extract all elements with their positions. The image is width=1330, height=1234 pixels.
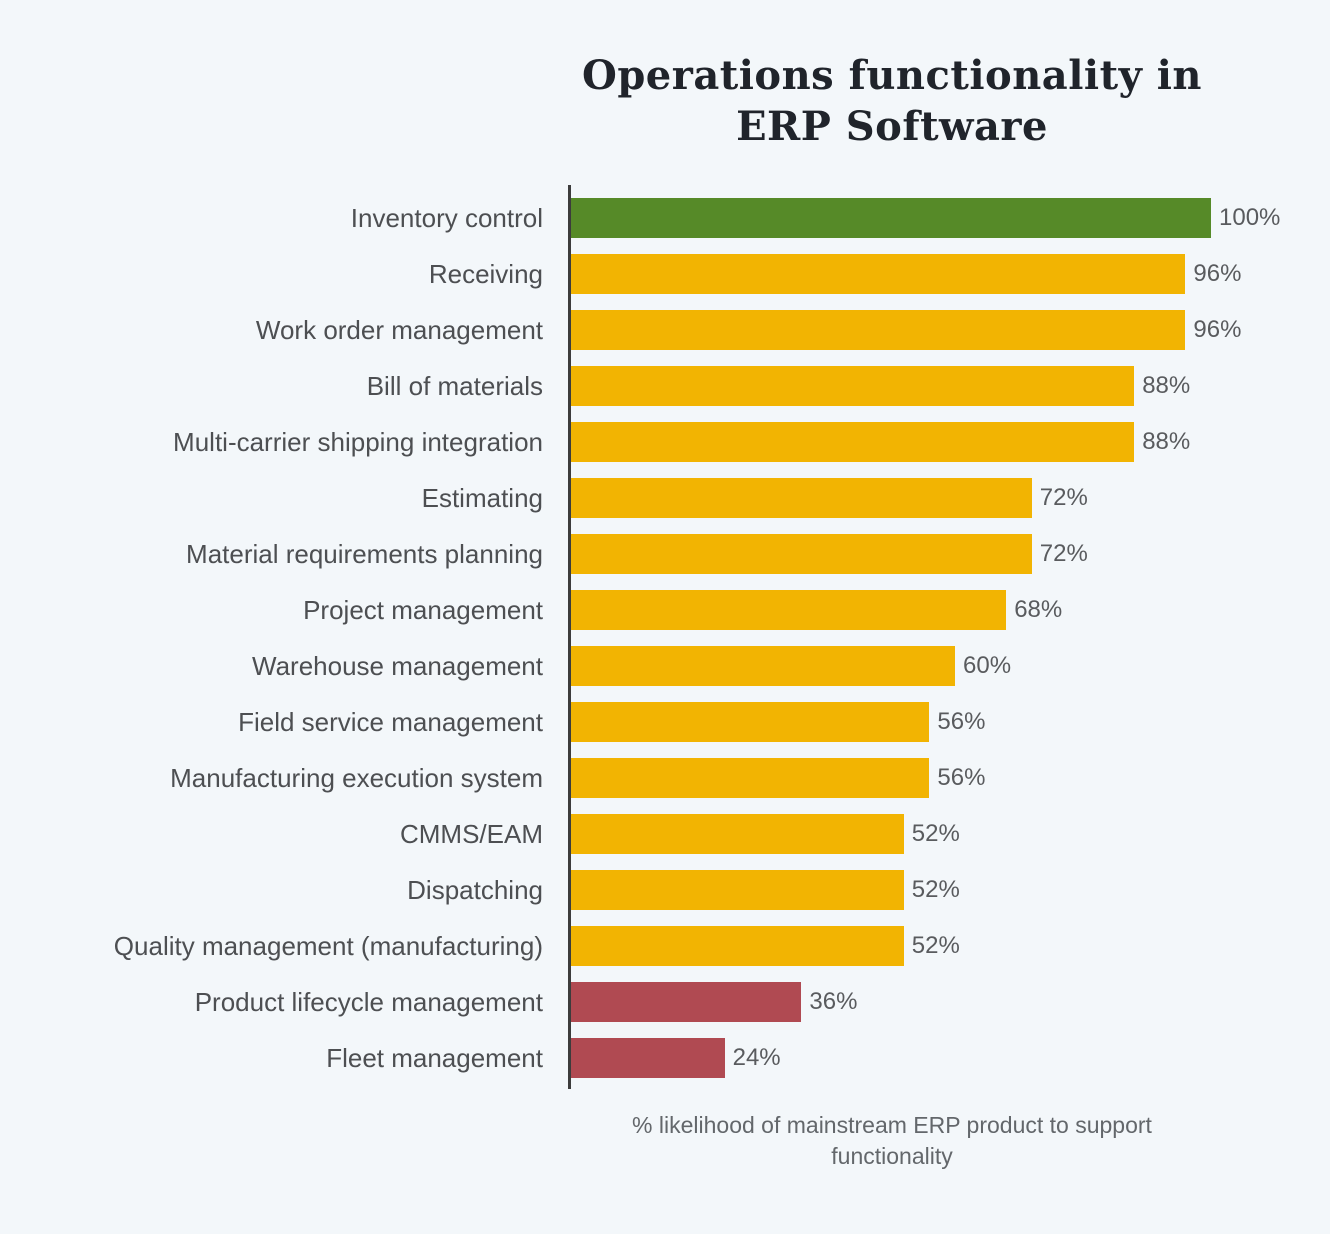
bar <box>571 366 1135 406</box>
category-label: Manufacturing execution system <box>170 762 543 793</box>
category-label: Product lifecycle management <box>194 986 543 1017</box>
bar-track: 100% <box>571 198 1280 238</box>
bar-row: CMMS/EAM 52% <box>0 806 1330 862</box>
bar-row: Project management 68% <box>0 582 1330 638</box>
bar-track: 88% <box>571 422 1211 462</box>
category-label: Estimating <box>421 482 543 513</box>
bar-track: 52% <box>571 814 1211 854</box>
bar <box>571 926 904 966</box>
bar-row: Product lifecycle management 36% <box>0 974 1330 1030</box>
bar-row: Bill of materials 88% <box>0 358 1330 414</box>
category-label: Field service management <box>238 706 543 737</box>
value-label: 36% <box>809 988 858 1015</box>
category-label: CMMS/EAM <box>400 818 543 849</box>
bar <box>571 310 1186 350</box>
bar-row: Receiving 96% <box>0 246 1330 302</box>
bar <box>571 422 1135 462</box>
y-axis-line <box>568 185 571 1089</box>
bar <box>571 702 930 742</box>
bar-track: 72% <box>571 534 1211 574</box>
bar-row: Dispatching 52% <box>0 862 1330 918</box>
bar-row: Warehouse management 60% <box>0 638 1330 694</box>
category-label: Fleet management <box>326 1042 543 1073</box>
bar-row: Estimating 72% <box>0 470 1330 526</box>
bar-track: 60% <box>571 646 1211 686</box>
bar-row: Manufacturing execution system 56% <box>0 750 1330 806</box>
bar <box>571 478 1032 518</box>
value-label: 100% <box>1219 204 1281 231</box>
value-label: 88% <box>1142 372 1191 399</box>
category-label: Multi-carrier shipping integration <box>173 426 543 457</box>
category-label: Bill of materials <box>366 370 543 401</box>
x-axis-label: % likelihood of mainstream ERP product t… <box>632 1112 1152 1170</box>
bar-track: 56% <box>571 758 1211 798</box>
value-label: 68% <box>1014 596 1063 623</box>
value-label: 60% <box>963 652 1012 679</box>
bar-row: Quality management (manufacturing) 52% <box>0 918 1330 974</box>
value-label: 96% <box>1193 260 1242 287</box>
value-label: 52% <box>911 876 960 903</box>
bar-track: 36% <box>571 982 1211 1022</box>
bar-track: 72% <box>571 478 1211 518</box>
value-label: 52% <box>911 820 960 847</box>
bar-track: 68% <box>571 590 1211 630</box>
bar-track: 88% <box>571 366 1211 406</box>
bar-track: 96% <box>571 254 1241 294</box>
bar <box>571 814 904 854</box>
chart-title-line-2: ERP Software <box>736 103 1048 151</box>
category-label: Receiving <box>428 258 543 289</box>
category-label: Warehouse management <box>252 650 543 681</box>
bar <box>571 758 930 798</box>
category-label: Material requirements planning <box>186 538 543 569</box>
category-label: Quality management (manufacturing) <box>113 930 543 961</box>
category-label: Work order management <box>255 314 543 345</box>
bar-track: 56% <box>571 702 1211 742</box>
bar-track: 52% <box>571 870 1211 910</box>
category-label: Inventory control <box>350 202 543 233</box>
value-label: 72% <box>1039 484 1088 511</box>
value-label: 72% <box>1039 540 1088 567</box>
chart-title-line-1: Operations functionality in <box>581 52 1203 99</box>
value-label: 88% <box>1142 428 1191 455</box>
category-label: Dispatching <box>407 874 543 905</box>
bar-row: Multi-carrier shipping integration 88% <box>0 414 1330 470</box>
bar-row: Work order management 96% <box>0 302 1330 358</box>
bar <box>571 646 955 686</box>
bar <box>571 590 1007 630</box>
bar-track: 96% <box>571 310 1241 350</box>
value-label: 52% <box>911 932 960 959</box>
bar-track: 52% <box>571 926 1211 966</box>
bar-row: Material requirements planning 72% <box>0 526 1330 582</box>
bar-row: Field service management 56% <box>0 694 1330 750</box>
bar-chart-rows: Inventory control 100% Receiving 96% Work or… <box>0 190 1330 1086</box>
bar <box>571 982 802 1022</box>
value-label: 56% <box>937 708 986 735</box>
bar-track: 24% <box>571 1038 1211 1078</box>
bar <box>571 1038 725 1078</box>
bar-row: Inventory control 100% <box>0 190 1330 246</box>
chart-title: Operations functionality in ERP Software <box>452 50 1330 152</box>
value-label: 56% <box>937 764 986 791</box>
value-label: 24% <box>732 1044 781 1071</box>
category-label: Project management <box>303 594 543 625</box>
bar <box>571 254 1186 294</box>
bar <box>571 198 1211 238</box>
bar-row: Fleet management 24% <box>0 1030 1330 1086</box>
value-label: 96% <box>1193 316 1242 343</box>
bar <box>571 870 904 910</box>
bar <box>571 534 1032 574</box>
